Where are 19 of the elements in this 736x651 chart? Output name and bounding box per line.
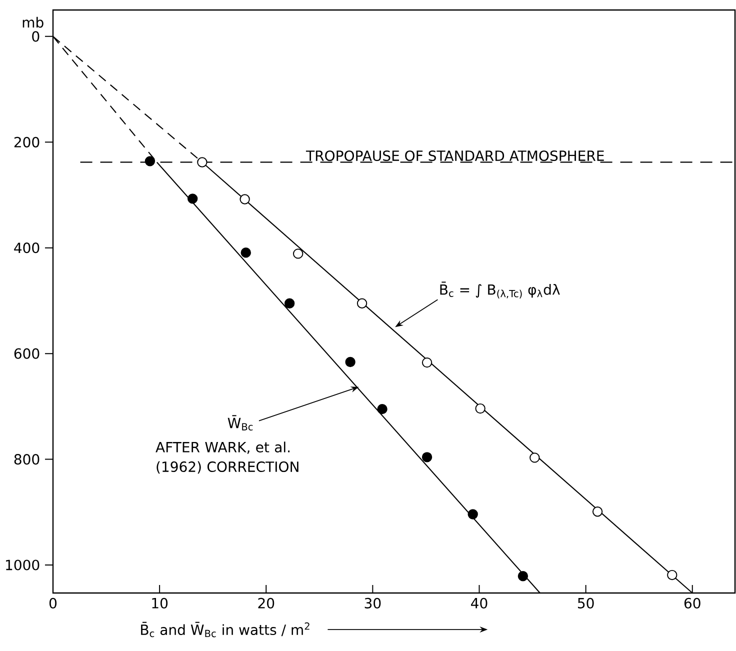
x-axis-title: B̄$_{c}$ and W̄$_{Bc}$ in watts / m$^{2}$ [141, 622, 310, 638]
x-tick-label: 10 [152, 598, 168, 608]
x-tick-label: 60 [684, 598, 700, 608]
annotation: AFTER WARK, et al. (1962) CORRECTION [156, 442, 298, 474]
x-tick-label: 0 [49, 598, 57, 608]
annotation: W̄$_{Bc}$ [228, 415, 253, 430]
y-axis-title: mb [22, 16, 44, 28]
annotation: B̄$_{c}$ = ∫ B$_{(λ,Tc)}$ φ$_{λ}$dλ [440, 282, 560, 298]
y-tick-label: 0 [32, 31, 40, 42]
x-tick-label: 40 [471, 598, 488, 608]
y-tick-label: 600 [14, 348, 40, 359]
y-tick-label: 800 [14, 454, 40, 465]
x-tick-label: 50 [578, 598, 594, 608]
ref-line-label: TROPOPAUSE OF STANDARD ATMOSPHERE [306, 150, 604, 162]
y-tick-label: 400 [14, 242, 40, 254]
y-tick-label: 200 [14, 136, 40, 148]
x-tick-label: 30 [364, 598, 381, 608]
y-tick-label: 1000 [6, 560, 40, 570]
x-tick-label: 20 [258, 598, 274, 608]
